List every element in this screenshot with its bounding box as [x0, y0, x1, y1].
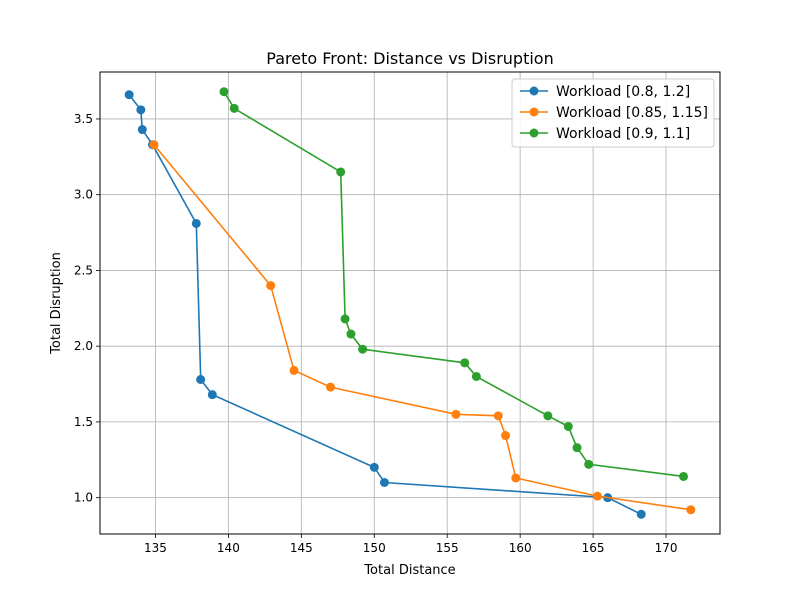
data-point [679, 471, 689, 481]
x-tick-label: 165 [582, 541, 605, 555]
data-point [563, 421, 573, 431]
chart-title: Pareto Front: Distance vs Disruption [266, 49, 553, 68]
data-point [572, 443, 582, 453]
series-2 [149, 140, 696, 515]
data-point [686, 505, 696, 515]
legend-label: Workload [0.85, 1.15] [556, 105, 708, 121]
data-point [149, 140, 159, 150]
data-point [584, 459, 594, 469]
y-tick-label: 3.5 [74, 112, 93, 126]
x-tick-label: 170 [655, 541, 678, 555]
series-line [128, 94, 642, 516]
legend-marker [529, 107, 539, 117]
legend-entry: Workload [0.9, 1.1] [520, 126, 690, 142]
legend: Workload [0.8, 1.2] Workload [0.85, 1.15]… [511, 78, 715, 148]
x-tick-label: 140 [217, 541, 240, 555]
series-line [223, 91, 684, 478]
series-1 [124, 90, 646, 519]
legend-entry: Workload [0.8, 1.2] [520, 84, 690, 100]
data-point [451, 409, 461, 419]
axis-ticks: 135 140 145 150 155 160 165 170 1.0 1.5 2.0 2.5 3.0 3… [74, 112, 678, 555]
data-point [592, 491, 602, 501]
data-point [358, 344, 368, 354]
x-axis-label: Total Distance [363, 563, 455, 578]
x-tick-label: 135 [144, 541, 167, 555]
data-point [511, 473, 521, 483]
data-point [379, 477, 389, 487]
x-tick-label: 150 [363, 541, 386, 555]
x-tick-label: 155 [436, 541, 459, 555]
data-point [336, 167, 346, 177]
data-point [460, 358, 470, 368]
legend-label: Workload [0.9, 1.1] [556, 126, 690, 142]
data-point [196, 374, 206, 384]
legend-entry: Workload [0.85, 1.15] [520, 105, 708, 121]
data-point [501, 431, 511, 441]
y-tick-label: 3.0 [74, 188, 93, 202]
y-tick-label: 1.0 [74, 491, 93, 505]
data-point [369, 462, 379, 472]
legend-box [511, 78, 715, 148]
x-tick-label: 145 [290, 541, 313, 555]
series-line [153, 144, 691, 511]
data-point [124, 90, 134, 100]
y-axis-label: Total Disruption [49, 252, 64, 355]
y-tick-label: 1.5 [74, 415, 93, 429]
plot-frame [99, 71, 721, 535]
data-point [493, 411, 503, 421]
data-point [289, 365, 299, 375]
series-3 [219, 87, 689, 481]
data-point [219, 87, 229, 97]
legend-marker [529, 128, 539, 138]
x-tick-label: 160 [509, 541, 532, 555]
data-point [471, 371, 481, 381]
data-point [191, 218, 201, 228]
data-point [207, 390, 217, 400]
y-tick-label: 2.5 [74, 263, 93, 277]
legend-label: Workload [0.8, 1.2] [556, 84, 690, 100]
data-point [346, 329, 356, 339]
data-point [266, 281, 276, 291]
series-layer [124, 87, 696, 519]
data-point [229, 103, 239, 113]
data-point [543, 411, 553, 421]
data-point [325, 382, 335, 392]
data-point [340, 314, 350, 324]
data-point [136, 105, 146, 115]
legend-marker [529, 86, 539, 96]
data-point [636, 509, 646, 519]
data-point [137, 125, 147, 135]
y-tick-label: 2.0 [74, 339, 93, 353]
